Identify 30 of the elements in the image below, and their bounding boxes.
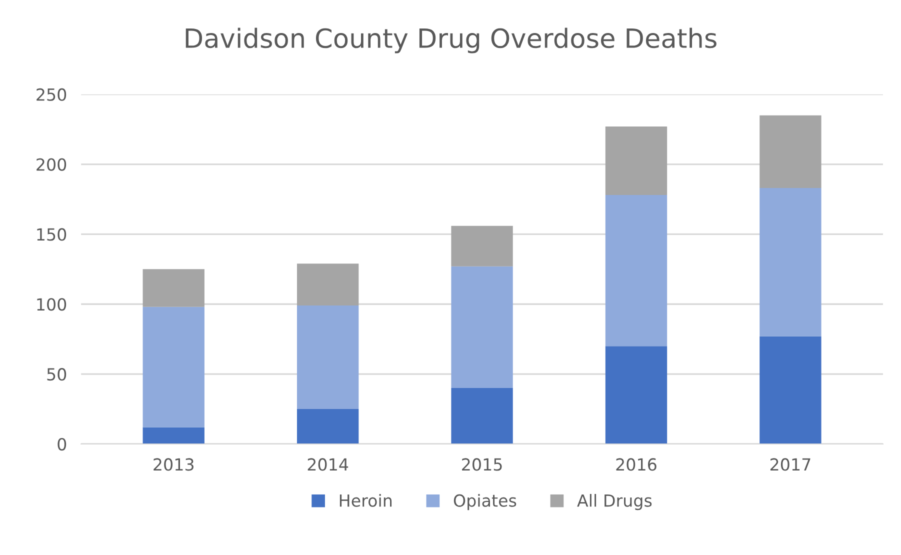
- bar: [760, 115, 822, 188]
- legend-label: Heroin: [340, 494, 392, 507]
- bar: [451, 266, 513, 388]
- y-tick-label: 200: [36, 158, 66, 171]
- legend-label: Opiates: [454, 494, 516, 510]
- x-tick-label: 2017: [770, 458, 810, 471]
- bar: [451, 226, 513, 266]
- bar: [760, 336, 822, 444]
- bar: [605, 346, 668, 444]
- bar: [142, 269, 204, 307]
- bar: [451, 388, 513, 444]
- chart-title: Davidson County Drug Overdose Deaths: [186, 28, 716, 54]
- y-tick-label: 0: [58, 438, 66, 451]
- y-tick-label: 50: [47, 368, 66, 381]
- bar: [296, 306, 359, 410]
- bar: [142, 427, 204, 444]
- y-tick-label: 150: [37, 228, 66, 241]
- bar: [296, 409, 359, 444]
- bar: [142, 306, 204, 428]
- x-tick-label: 2014: [308, 458, 348, 471]
- x-tick-label: 2015: [462, 458, 502, 471]
- legend-label: All Drugs: [577, 494, 652, 510]
- bar: [605, 195, 668, 346]
- y-tick-label: 100: [37, 298, 66, 311]
- bar: [296, 264, 359, 306]
- bar: [760, 188, 822, 336]
- x-tick-label: 2016: [616, 458, 656, 471]
- y-tick-label: 250: [36, 88, 66, 101]
- bar: [605, 126, 668, 196]
- x-tick-label: 2013: [154, 458, 194, 471]
